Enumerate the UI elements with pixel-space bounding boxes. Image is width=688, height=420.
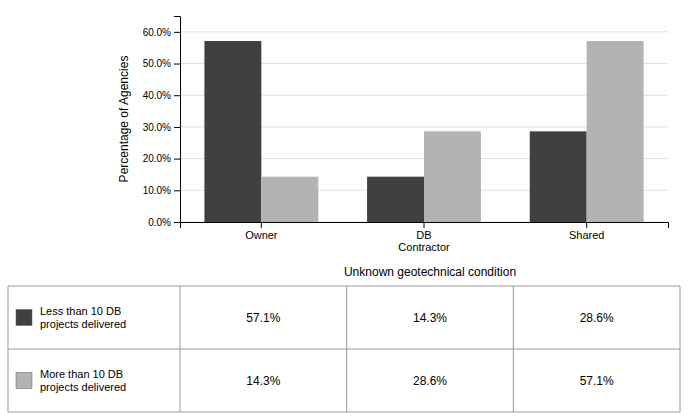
tick-label-line: Owner — [245, 229, 278, 241]
tick: DBContractor — [398, 222, 450, 253]
tick-label-line: Shared — [569, 229, 604, 241]
bar — [587, 41, 644, 222]
table-border — [346, 286, 347, 412]
table-border — [680, 286, 681, 412]
data-table: Less than 10 DBprojects delivered57.1%14… — [8, 286, 680, 412]
tick-mark — [586, 222, 587, 228]
x-axis: Owner DBContractor Shared — [181, 222, 669, 253]
tick-label: Shared — [569, 229, 604, 241]
table-border — [180, 286, 181, 412]
y-axis: 0.0% 10.0% 20.0% 30.0% 40.0% 50.0% 60.0% — [143, 17, 181, 228]
tick-label: 40.0% — [143, 90, 171, 101]
bar — [530, 131, 587, 222]
table-cell: 28.6% — [580, 311, 614, 325]
bar — [367, 177, 424, 222]
x-axis-title: Unknown geotechnical condition — [344, 265, 516, 279]
legend-label-line: projects delivered — [40, 381, 126, 393]
table-cell: 14.3% — [246, 374, 280, 388]
legend-swatch — [16, 373, 32, 389]
y-axis-title: Percentage of Agencies — [117, 56, 131, 183]
tick-label: 10.0% — [143, 185, 171, 196]
tick-mark — [174, 127, 180, 128]
tick: Shared — [569, 222, 604, 241]
bar-series — [261, 41, 643, 222]
table-border — [8, 286, 9, 412]
tick: 40.0% — [143, 90, 180, 101]
axis-line — [181, 223, 669, 229]
legend-label-line: More than 10 DB — [40, 368, 123, 380]
tick-label: 20.0% — [143, 153, 171, 164]
legend-label-line: Less than 10 DB — [40, 305, 121, 317]
tick: 50.0% — [143, 58, 180, 69]
bars — [204, 41, 643, 222]
tick-label-line: Contractor — [398, 241, 450, 253]
table-border — [8, 412, 680, 413]
grid — [180, 32, 668, 222]
legend-label: Less than 10 DBprojects delivered — [40, 305, 126, 330]
bar — [261, 177, 318, 222]
tick: 60.0% — [143, 27, 180, 38]
tick-mark — [424, 222, 425, 228]
tick-label-line: DB — [416, 229, 431, 241]
tick: 10.0% — [143, 185, 180, 196]
table-border — [8, 286, 680, 287]
bar — [424, 131, 481, 222]
table-cell: 28.6% — [413, 374, 447, 388]
tick-mark — [174, 95, 180, 96]
table-cell: 14.3% — [413, 311, 447, 325]
bar-series — [204, 41, 586, 222]
legend-swatch — [16, 310, 32, 326]
tick-mark — [174, 190, 180, 191]
tick-mark — [174, 222, 180, 223]
table-cell: 57.1% — [580, 374, 614, 388]
tick-mark — [174, 32, 180, 33]
tick: 20.0% — [143, 153, 180, 164]
table-cell: 57.1% — [246, 311, 280, 325]
grid-line — [180, 31, 668, 32]
tick-label: 30.0% — [143, 122, 171, 133]
legend-label-line: projects delivered — [40, 318, 126, 330]
table-border — [513, 286, 514, 412]
tick-label: 50.0% — [143, 58, 171, 69]
legend-label: More than 10 DBprojects delivered — [40, 368, 126, 393]
tick-label: 60.0% — [143, 27, 171, 38]
bar — [204, 41, 261, 222]
tick: 0.0% — [148, 217, 180, 228]
tick-label: DBContractor — [398, 229, 450, 254]
tick: Owner — [245, 222, 278, 241]
table-border — [8, 349, 680, 350]
chart: 0.0% 10.0% 20.0% 30.0% 40.0% 50.0% 60.0% Owner D… — [0, 0, 688, 420]
tick-mark — [174, 64, 180, 65]
tick: 30.0% — [143, 122, 180, 133]
tick-mark — [261, 222, 262, 228]
tick-mark — [174, 159, 180, 160]
tick-label: Owner — [245, 229, 278, 241]
tick-label: 0.0% — [148, 217, 171, 228]
axis-line — [174, 17, 181, 223]
